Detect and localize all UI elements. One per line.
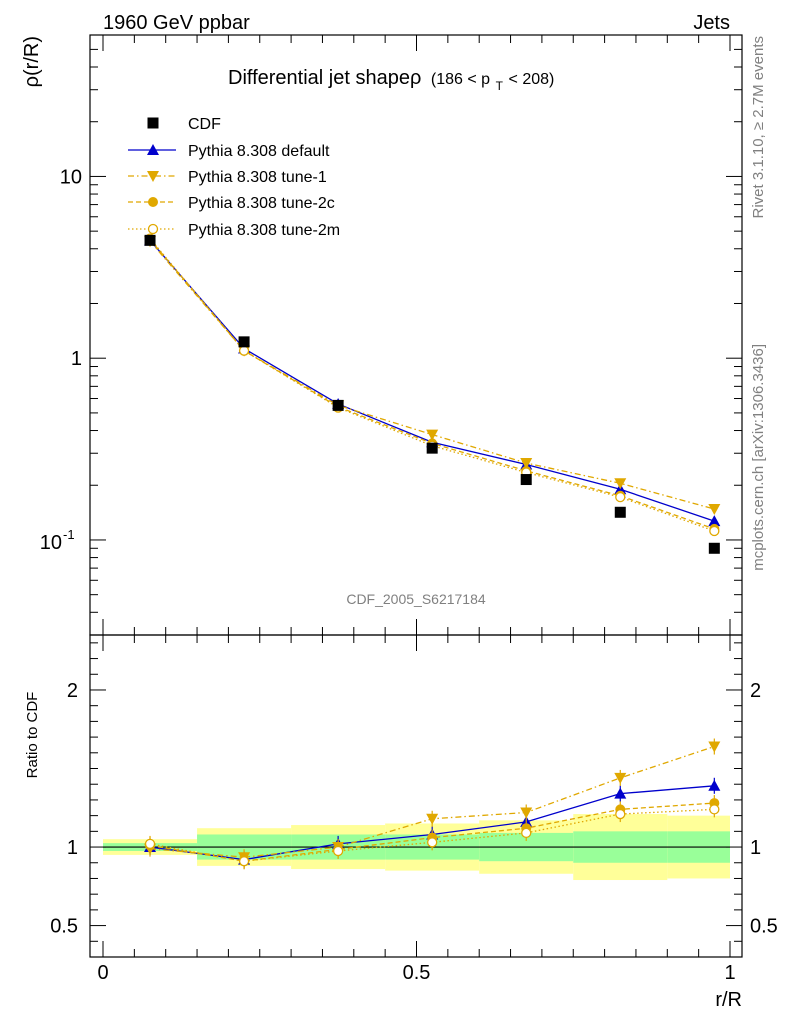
- legend-label: Pythia 8.308 default: [188, 143, 330, 160]
- legend-label: CDF: [188, 116, 221, 133]
- legend-marker: [147, 144, 159, 155]
- x-tick-label: 0.5: [403, 962, 431, 984]
- ratio-y-tick-label-right: 0.5: [750, 916, 778, 938]
- y-tick-label: 10: [60, 166, 82, 188]
- legend-item: Pythia 8.308 tune-2c: [128, 195, 335, 212]
- ratio-data-point: [521, 827, 532, 839]
- data-point: [708, 515, 721, 527]
- plot-title-range-close: < 208): [509, 71, 555, 88]
- series-cdf: [144, 234, 720, 554]
- plot-title-range-sub: T: [496, 79, 504, 93]
- ratio-data-point: [238, 856, 250, 867]
- ratio-data-point: [615, 808, 626, 820]
- data-point: [615, 492, 626, 503]
- series-pythia-8-308-tune-2c: [145, 234, 720, 534]
- series-pythia-8-308-default: [144, 234, 721, 527]
- ratio-y-tick-label-right: 1: [750, 837, 761, 859]
- data-point: [238, 345, 250, 356]
- series-pythia-8-308-tune-2m: [144, 233, 720, 537]
- ratio-series: [144, 738, 721, 870]
- x-tick-label: 0: [97, 962, 108, 984]
- ratio-y-tick-label-right: 2: [750, 680, 761, 702]
- data-point: [426, 429, 439, 441]
- legend-label: Pythia 8.308 tune-1: [188, 169, 327, 186]
- legend-item: Pythia 8.308 tune-1: [128, 169, 327, 186]
- data-point: [709, 525, 720, 537]
- ratio-data-point: [709, 804, 720, 815]
- ratio-frame: [89, 634, 743, 958]
- ratio-panel: 0 0.5 1 2 2 1 1 0.5 0.5: [50, 634, 778, 984]
- data-point-cdf: [332, 399, 344, 411]
- plot-title-main: Differential jet shapeρ: [228, 67, 421, 89]
- x-tick-label: 1: [724, 962, 735, 984]
- series-line: [149, 238, 715, 532]
- legend-marker: [148, 197, 158, 207]
- data-point-cdf: [426, 442, 438, 454]
- ratio-data-point: [332, 845, 344, 857]
- plot-title-range-open: (186 < p: [431, 71, 490, 88]
- ratio-data-point: [426, 813, 439, 825]
- ratio-data-point: [144, 838, 156, 850]
- data-point-cdf: [614, 506, 626, 518]
- data-point-cdf: [708, 542, 720, 554]
- plot-title: Differential jet shapeρ (186 < p T < 208…: [228, 67, 554, 95]
- legend-marker-cdf: [147, 117, 159, 129]
- xlabel: r/R: [715, 989, 742, 1011]
- ratio-data-point: [614, 787, 627, 799]
- legend-marker: [147, 171, 159, 182]
- ratio-y-tick-label: 1: [67, 837, 78, 859]
- data-point: [520, 458, 533, 470]
- legend-marker: [147, 223, 159, 235]
- rivet-label: Rivet 3.1.10, ≥ 2.7M events: [750, 36, 767, 219]
- ratio-data-point: [427, 837, 438, 848]
- top-ylabel: ρ(r/R): [21, 36, 43, 87]
- legend-label: Pythia 8.308 tune-2m: [188, 222, 340, 239]
- ratio-data-point: [708, 741, 721, 753]
- data-point: [708, 504, 721, 516]
- analysis-id: CDF_2005_S6217184: [346, 591, 486, 607]
- ratio-data-point: [520, 807, 533, 819]
- y-tick-label: 1: [71, 348, 82, 370]
- legend: CDF Pythia 8.308 default Pythia 8.308 tune…: [128, 116, 340, 239]
- ratio-y-tick-label: 2: [67, 680, 78, 702]
- main-series: [144, 233, 721, 554]
- ratio-data-point: [614, 772, 627, 784]
- legend-label: Pythia 8.308 tune-2c: [188, 195, 335, 212]
- series-line: [149, 240, 715, 510]
- header-left: 1960 GeV ppbar: [103, 12, 250, 34]
- mcplots-label: mcplots.cern.ch [arXiv:1306.3436]: [750, 344, 767, 571]
- data-point-cdf: [144, 234, 156, 246]
- data-point: [614, 478, 627, 490]
- y-tick-label: 10: [40, 532, 62, 554]
- ratio-series-pythia-8-308-tune-2m: [144, 801, 720, 870]
- data-point-cdf: [520, 474, 532, 486]
- header-right: Jets: [693, 12, 730, 34]
- ratio-ticks: 0 0.5 1 2 2 1 1 0.5 0.5: [50, 635, 778, 984]
- ratio-y-tick-label: 0.5: [50, 916, 78, 938]
- series-pythia-8-308-tune-1: [144, 236, 721, 516]
- bottom-ylabel: Ratio to CDF: [24, 692, 41, 779]
- legend-item: Pythia 8.308 tune-2m: [128, 222, 340, 239]
- ratio-data-point: [708, 779, 721, 791]
- legend-item: Pythia 8.308 default: [128, 143, 330, 160]
- legend-item: CDF: [147, 116, 221, 133]
- data-point-cdf: [238, 336, 250, 348]
- series-line: [149, 239, 715, 522]
- y-tick-label-exponent: -1: [63, 527, 75, 542]
